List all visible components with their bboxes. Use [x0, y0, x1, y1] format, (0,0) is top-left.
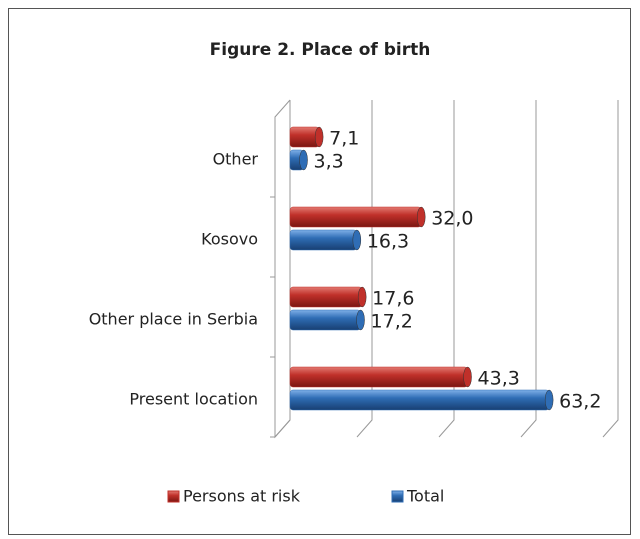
y-tick-label: Kosovo [201, 230, 258, 249]
bar-cap [314, 126, 324, 148]
value-label: 17,2 [371, 311, 413, 333]
y-tick-label: Present location [129, 390, 258, 409]
legend-swatch [167, 490, 180, 503]
bar-cap [463, 366, 472, 388]
value-label: 32,0 [431, 208, 473, 230]
value-label: 17,6 [372, 288, 414, 310]
bar [289, 389, 550, 411]
bar [289, 286, 363, 308]
grid-line [356, 100, 373, 438]
bar [289, 206, 422, 228]
bar-cap [357, 286, 367, 308]
bar-cap [356, 309, 365, 331]
bar-cap [352, 229, 362, 251]
bar [289, 309, 361, 331]
value-label: 7,1 [329, 128, 359, 150]
y-tick-label: Other place in Serbia [89, 310, 258, 329]
chart-title: Figure 2. Place of birth [210, 40, 431, 60]
bar [289, 366, 468, 388]
value-label: 63,2 [559, 391, 601, 413]
grid-line [520, 100, 537, 438]
value-label: 3,3 [314, 151, 344, 173]
y-tick-label: Other [213, 150, 259, 169]
legend-swatch [391, 490, 404, 503]
legend-label: Total [406, 487, 444, 506]
grid-line [438, 100, 455, 438]
bar-cap [299, 149, 308, 171]
chart-frame [8, 8, 631, 535]
bar-cap [544, 389, 554, 411]
bar [289, 229, 358, 251]
grid-line [602, 100, 619, 438]
bar [289, 126, 320, 148]
value-label: 16,3 [367, 231, 409, 253]
bar-cap [416, 206, 426, 228]
value-label: 43,3 [478, 368, 520, 390]
legend-label: Persons at risk [183, 487, 301, 506]
